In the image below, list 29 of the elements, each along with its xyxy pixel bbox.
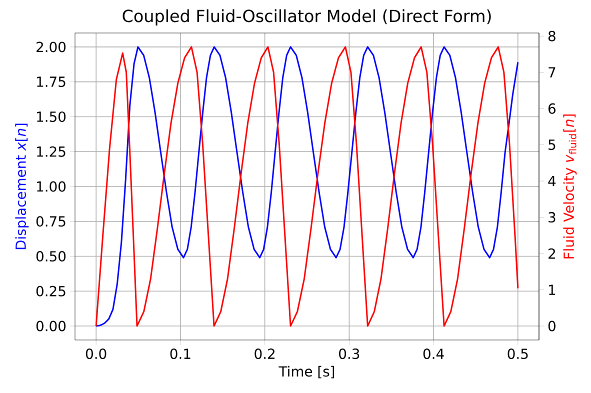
y2-tick-label: 5 [548, 140, 556, 150]
y-tick-label: 0.25 [36, 286, 66, 296]
y2-tick-label: 6 [548, 103, 556, 114]
x-tick-label: 0.1 [170, 348, 190, 360]
x-axis-title: Time [s] [278, 366, 334, 378]
y-axis-title: Displacement x[n] [15, 124, 29, 250]
x-tick-label: 0.0 [86, 348, 106, 360]
x-tick-label: 0.4 [423, 348, 444, 360]
y2-tick-label: 8 [548, 30, 556, 42]
y2-axis-title: Fluid Velocity v$_{fluid}$[n] [563, 114, 577, 258]
y2-tick-label: 4 [548, 176, 556, 186]
y2-tick-label: 1 [549, 284, 556, 295]
y2-tick-label: 7 [548, 67, 556, 78]
x-tick-label: 0.5 [508, 348, 528, 360]
y2-tick-label: 0 [548, 320, 556, 332]
x-tick-label: 0.2 [254, 348, 274, 360]
y-tick-label: 1.00 [37, 181, 66, 192]
y2-tick-label: 2 [548, 248, 555, 259]
line-series [95, 46, 519, 327]
y-tick-label: 0.50 [36, 251, 66, 262]
y-tick-label: 1.50 [37, 111, 66, 122]
y2-tick-label: 3 [548, 212, 556, 223]
y-tick-label: 0.75 [36, 216, 66, 227]
y-tick-label: 1.75 [37, 76, 66, 88]
y-tick-label: 0.00 [36, 320, 66, 332]
y-tick-label: 2.00 [36, 42, 66, 52]
y-tick-label: 1.25 [37, 146, 66, 157]
x-tick-label: 0.3 [339, 348, 360, 360]
chart-title: Coupled Fluid-Oscillator Model (Direct Form) [122, 9, 491, 26]
